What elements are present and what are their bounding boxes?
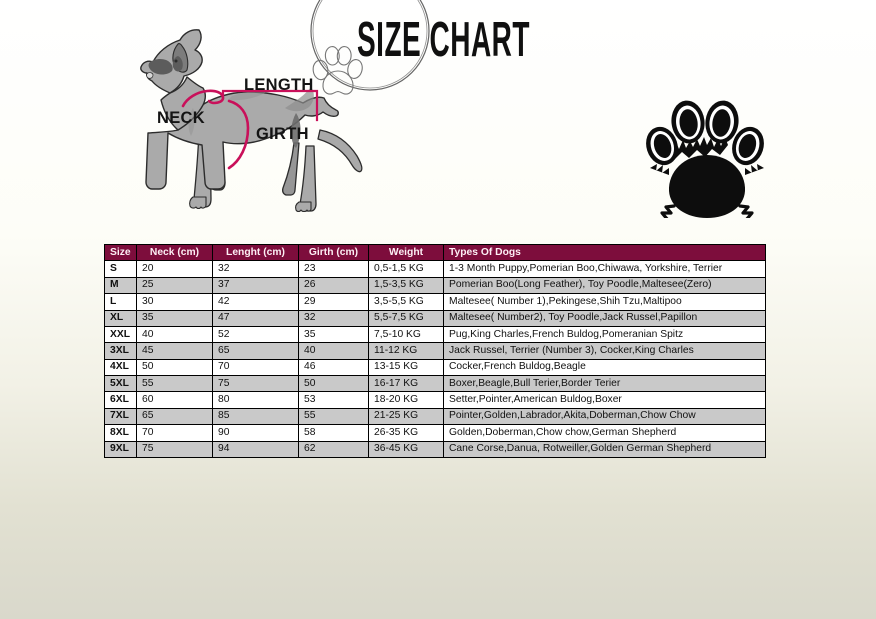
- svg-text:GIRTH: GIRTH: [256, 125, 309, 143]
- svg-text:LENGTH: LENGTH: [244, 76, 314, 94]
- svg-text:NECK: NECK: [157, 109, 205, 127]
